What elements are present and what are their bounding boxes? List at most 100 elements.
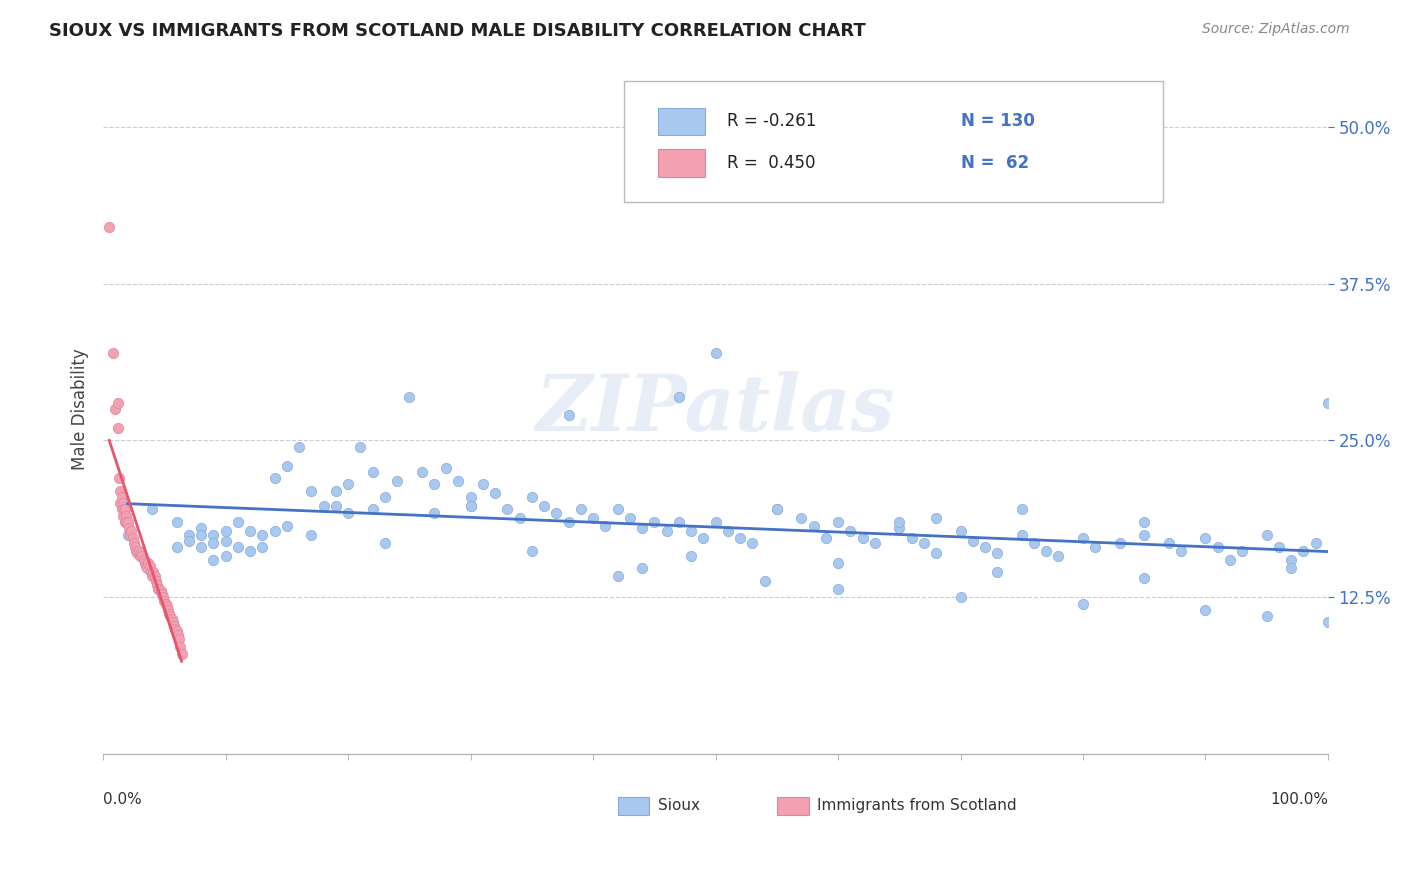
Point <box>117 527 139 541</box>
Bar <box>776 797 808 815</box>
Point <box>112 502 135 516</box>
Point <box>337 506 360 520</box>
Point <box>655 524 678 538</box>
Point <box>157 607 180 621</box>
Point <box>411 465 433 479</box>
Point <box>1022 536 1045 550</box>
Point <box>889 521 911 535</box>
Point <box>162 615 184 630</box>
Point <box>962 533 984 548</box>
Point <box>679 524 702 538</box>
Point <box>460 499 482 513</box>
Point <box>925 511 948 525</box>
Point <box>557 515 579 529</box>
Point <box>471 477 494 491</box>
Point <box>252 540 274 554</box>
Point <box>1011 527 1033 541</box>
Point <box>546 506 568 520</box>
Point <box>460 490 482 504</box>
Y-axis label: Male Disability: Male Disability <box>72 348 89 470</box>
Text: N =  62: N = 62 <box>960 153 1029 172</box>
Point <box>325 499 347 513</box>
Point <box>765 502 787 516</box>
Point <box>912 536 935 550</box>
Point <box>839 524 862 538</box>
Point <box>631 561 654 575</box>
Point <box>141 502 163 516</box>
Point <box>974 540 997 554</box>
Point <box>169 640 191 655</box>
Point <box>889 515 911 529</box>
Point <box>557 409 579 423</box>
Point <box>156 599 179 613</box>
Point <box>569 502 592 516</box>
Point <box>226 515 249 529</box>
Point <box>276 518 298 533</box>
Point <box>423 506 446 520</box>
Point <box>159 609 181 624</box>
Point <box>145 574 167 588</box>
Point <box>127 546 149 560</box>
Point <box>1279 561 1302 575</box>
Point <box>484 486 506 500</box>
Text: 0.0%: 0.0% <box>103 792 142 807</box>
Point <box>114 502 136 516</box>
Point <box>765 502 787 516</box>
Point <box>900 531 922 545</box>
Point <box>190 540 212 554</box>
Point <box>1194 603 1216 617</box>
Point <box>704 345 727 359</box>
Point <box>115 515 138 529</box>
Point <box>131 549 153 563</box>
Point <box>135 558 157 573</box>
Point <box>120 527 142 541</box>
Point <box>202 527 225 541</box>
Point <box>520 490 543 504</box>
Point <box>121 531 143 545</box>
Point <box>114 515 136 529</box>
Point <box>1256 609 1278 624</box>
Text: N = 130: N = 130 <box>960 112 1035 130</box>
Point <box>361 502 384 516</box>
Point <box>423 477 446 491</box>
Point <box>643 515 665 529</box>
Point <box>177 527 200 541</box>
Point <box>143 569 166 583</box>
Point <box>728 531 751 545</box>
Point <box>1292 544 1315 558</box>
Bar <box>658 108 704 135</box>
Point <box>668 515 690 529</box>
Point <box>1084 540 1107 554</box>
Text: SIOUX VS IMMIGRANTS FROM SCOTLAND MALE DISABILITY CORRELATION CHART: SIOUX VS IMMIGRANTS FROM SCOTLAND MALE D… <box>49 22 866 40</box>
Point <box>190 521 212 535</box>
Point <box>814 531 837 545</box>
Point <box>434 461 457 475</box>
Point <box>349 440 371 454</box>
Point <box>1047 549 1070 563</box>
Point <box>101 345 124 359</box>
Point <box>717 524 740 538</box>
Point <box>252 527 274 541</box>
Point <box>110 496 132 510</box>
Point <box>107 396 129 410</box>
Point <box>146 578 169 592</box>
FancyBboxPatch shape <box>624 81 1163 202</box>
Point <box>104 402 127 417</box>
Point <box>155 597 177 611</box>
Point <box>149 584 172 599</box>
Point <box>166 624 188 639</box>
Point <box>157 603 180 617</box>
Point <box>202 536 225 550</box>
Point <box>118 521 141 535</box>
Point <box>337 477 360 491</box>
Point <box>1206 540 1229 554</box>
Point <box>226 540 249 554</box>
Point <box>153 594 176 608</box>
Point <box>111 508 134 523</box>
Point <box>239 524 262 538</box>
Point <box>374 536 396 550</box>
Point <box>949 524 972 538</box>
Point <box>108 471 131 485</box>
Text: Immigrants from Scotland: Immigrants from Scotland <box>817 798 1017 814</box>
Text: R = -0.261: R = -0.261 <box>727 112 815 130</box>
